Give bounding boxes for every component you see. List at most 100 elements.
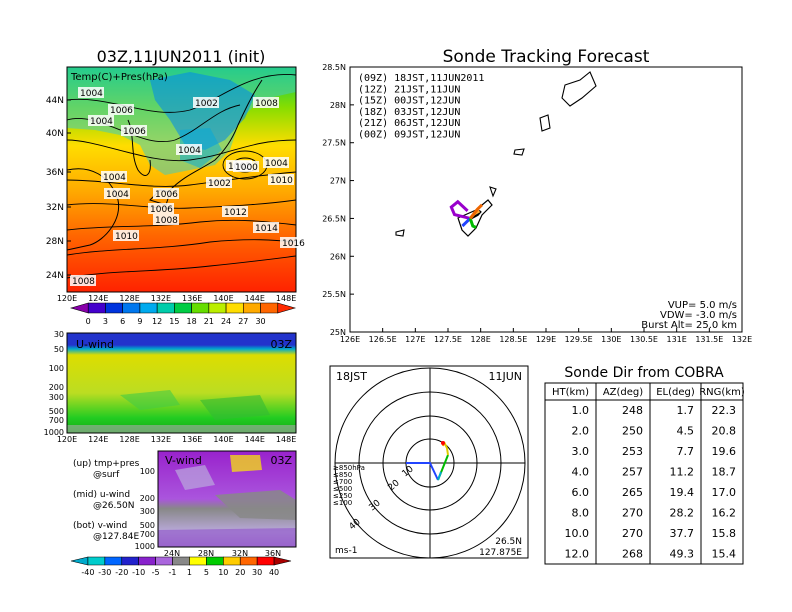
- table-cell: 253: [622, 445, 643, 458]
- lon-tick-label: 140E: [213, 294, 233, 303]
- isobar-label-bg: [280, 237, 306, 248]
- pressure-tick-label: 1000: [135, 542, 155, 551]
- isobar-label-bg: [263, 157, 289, 168]
- colorbar-swatch: [87, 556, 106, 566]
- level-legend-item: ≤850: [333, 471, 352, 479]
- colorbar-tick-label: 3: [103, 317, 108, 326]
- level-legend-item: ≥850hPa: [333, 464, 365, 472]
- radar-level-legend: ≥850hPa≤850≤700≤500≤250≤100: [333, 464, 365, 507]
- radar-unit: ms-1: [335, 546, 357, 556]
- track-series-line: [461, 217, 472, 228]
- track-series-line: [449, 199, 471, 220]
- isobar-label: 1002: [195, 99, 218, 109]
- note-line: @127.84E: [93, 532, 139, 542]
- lon-tick-label: 136E: [182, 294, 202, 303]
- colorbar-tick-label: 27: [238, 317, 248, 326]
- lon-tick-label: 124E: [88, 294, 108, 303]
- lon-tick-label: 127.5E: [434, 335, 462, 344]
- radar-lat: 26.5N: [495, 537, 522, 547]
- isobar-label: 1006: [110, 106, 133, 116]
- lon-tick-label: 140E: [213, 435, 233, 444]
- table-cell: 22.3: [712, 404, 737, 417]
- colorbar-tick-label: 40: [269, 568, 279, 577]
- lat-tick-label: 24N: [46, 271, 64, 281]
- colorbar-tick-label: 10: [218, 568, 228, 577]
- colorbar-swatch: [189, 556, 207, 566]
- table-header: AZ(deg): [603, 387, 643, 398]
- colorbar-swatch: [87, 302, 106, 314]
- isobar-label-bg: [70, 275, 96, 286]
- temp-lat-ticks: 44N 40N 36N 32N 28N 24N: [46, 96, 71, 281]
- lat-tick-label: 26.5N: [322, 214, 346, 223]
- track-legend-item: (09Z) 18JST,11JUN2011: [358, 73, 484, 84]
- radar-panel: [329, 365, 529, 559]
- table-cell: 2.0: [572, 425, 590, 438]
- isobar-label-bg: [153, 188, 179, 199]
- isobar-label: 1012: [224, 208, 247, 218]
- isobar-label-bg: [88, 115, 114, 126]
- colorbar-tick-label: 15: [169, 317, 179, 326]
- table-cell: 270: [622, 507, 643, 520]
- isobar-label-bg: [222, 206, 248, 217]
- colorbar-swatch: [138, 556, 156, 566]
- table-cell: 37.7: [670, 527, 695, 540]
- table-cell: 17.0: [712, 486, 737, 499]
- colorbar-swatch: [104, 556, 123, 566]
- track-param: VUP= 5.0 m/s: [668, 300, 737, 311]
- lat-tick-label: 27.5N: [322, 139, 346, 148]
- colorbar-swatch: [69, 302, 89, 314]
- isobar-label-bg: [253, 97, 279, 108]
- lon-tick-label: 127E: [405, 335, 425, 344]
- level-legend-item: ≤700: [333, 478, 352, 486]
- pressure-tick-label: 500: [140, 521, 155, 530]
- table-frame: [544, 382, 744, 565]
- table-cell: 270: [622, 527, 643, 540]
- colorbar-swatch: [174, 302, 192, 314]
- table-cell: 12.0: [565, 548, 590, 561]
- colorbar-swatch: [208, 302, 227, 314]
- isobar-label: 1008: [72, 277, 95, 287]
- lat-tick-label: 28.5N: [322, 63, 346, 72]
- lon-tick-label: 144E: [245, 435, 265, 444]
- lat-tick-label: 44N: [46, 96, 64, 106]
- track-series-line: [468, 217, 477, 229]
- table-cell: 3.0: [572, 445, 590, 458]
- isobar-label: 1014: [255, 224, 278, 234]
- colorbar-tick-label: 12: [152, 317, 162, 326]
- colorbar-tick-label: 18: [187, 317, 197, 326]
- isobar-label: 1004: [90, 117, 113, 127]
- track-legend-item: (00Z) 09JST,12JUN: [358, 130, 460, 141]
- lon-tick-label: 120E: [57, 435, 77, 444]
- isobar-label: 1002: [208, 179, 231, 189]
- temp-colorbar: 0 3 6 9 12 15 18 21 24 27 30: [69, 302, 297, 326]
- lat-tick-label: 36N: [46, 168, 64, 178]
- colorbar-swatch: [122, 302, 141, 314]
- isobar-label-bg: [153, 214, 179, 225]
- table-cell: 4.0: [572, 466, 590, 479]
- pressure-tick-label: 300: [140, 507, 155, 516]
- track-legend-item: (12Z) 21JST,11JUN: [358, 84, 460, 95]
- wind-colorbar: -40 -30 -20 -10 -5 -1 1 5 10 20 30 40: [70, 556, 292, 577]
- temp-lon-ticks: 120E 124E 128E 132E 136E 140E 144E 148E: [57, 294, 296, 303]
- isobar-label-bg: [176, 144, 202, 155]
- isobar-label: 1016: [282, 239, 305, 249]
- note-line: (mid) u-wind: [73, 490, 130, 500]
- lon-tick-label: 129E: [536, 335, 556, 344]
- lat-tick-label: 26N: [330, 252, 346, 261]
- track-lat-ticks: 28.5N 28N 27.5N 27N 26.5N 26N 25.5N 25N: [322, 63, 354, 337]
- colorbar-swatch: [105, 302, 123, 314]
- isobar-label-bg: [121, 125, 147, 136]
- table-cell: 265: [622, 486, 643, 499]
- lat-tick-label: 40N: [46, 129, 64, 139]
- colorbar-swatch: [121, 556, 139, 566]
- table-cell: 28.2: [670, 507, 695, 520]
- lon-tick-label: 128.5E: [499, 335, 527, 344]
- track-param: VDW= -3.0 m/s: [660, 310, 737, 321]
- isobar-label-bg: [104, 188, 130, 199]
- table-cell: 18.7: [712, 466, 737, 479]
- lat-tick-label: 25.5N: [322, 290, 346, 299]
- pressure-tick-label: 200: [140, 494, 155, 503]
